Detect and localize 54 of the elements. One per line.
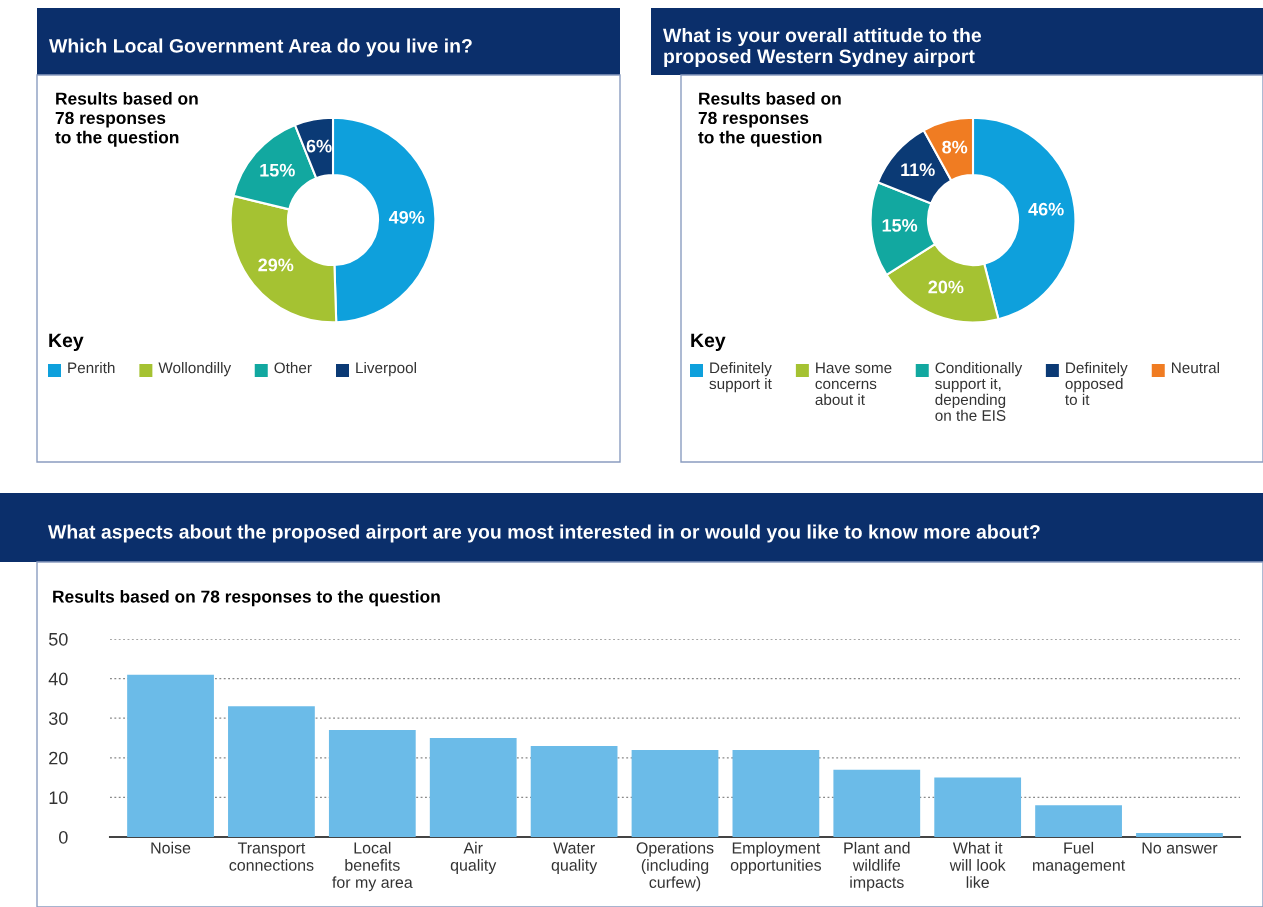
chart-title: Which Local Government Area do you live in? [49,38,472,57]
data-label: 20% [928,280,964,294]
data-label: 8% [942,140,968,154]
bar [934,777,1022,837]
bar [833,769,921,837]
chart-title: What aspects about the proposed airport are you most interested in or would you like to know more about? [48,524,1040,543]
legend-label: Other [274,362,312,374]
legend-label: Definitely opposed to it [1065,362,1128,406]
data-label: 29% [258,258,294,272]
legend-label: Neutral [1172,362,1219,374]
data-label: 15% [882,219,918,232]
bar [732,749,820,837]
y-tick-label: 30 [48,712,68,725]
bar [1136,833,1223,837]
chart-title: What is your overall attitude to the proposed Western Sydney airport [663,27,982,68]
x-tick-label: Employment opportunities [730,841,822,874]
data-label: 49% [388,210,425,224]
legend-label: Have some concerns about it [815,362,892,406]
bar [228,706,315,837]
x-tick-label: Plant and wildlife impacts [844,841,910,892]
x-tick-label: What it will look like [949,841,1006,888]
x-tick-label: Water quality [551,842,598,874]
bar [328,730,416,837]
x-tick-label: No answer [1142,842,1218,854]
y-tick-label: 10 [49,791,68,805]
legend-label: Conditionally support it, depending on the EIS [935,362,1023,421]
legend-label: Liverpool [356,362,416,377]
x-tick-label: Fuel management [1033,841,1126,874]
x-tick-label: Transport connections [229,842,314,871]
x-tick-label: Local benefits for my area [332,841,413,892]
bar [127,674,214,837]
y-tick-label: 40 [48,672,68,686]
bar [530,745,618,837]
y-tick-label: 0 [59,830,68,844]
legend-label: Definitely support it [709,362,772,393]
data-label: 46% [1028,202,1064,216]
data-label: 11% [901,163,935,177]
chart-subtitle: Results based on 78 responses to the question [55,92,198,147]
chart-subtitle: Results based on 78 responses to the question [698,92,841,147]
x-tick-label: Operations (including curfew) [636,841,714,892]
legend-label: Wollondilly [158,362,232,377]
bar [631,749,719,837]
legend-title: Key [49,333,84,352]
data-label: 6% [306,139,332,153]
bar [429,738,517,837]
x-tick-label: Air quality [450,841,497,874]
bar [1035,805,1122,837]
y-tick-label: 20 [49,751,68,765]
x-tick-label: Noise [151,841,191,854]
data-label: 15% [260,163,295,177]
legend-title: Key [691,333,726,352]
y-tick-label: 50 [48,632,68,646]
chart-subtitle: Results based on 78 responses to the question [53,590,440,607]
legend-label: Penrith [68,362,115,374]
